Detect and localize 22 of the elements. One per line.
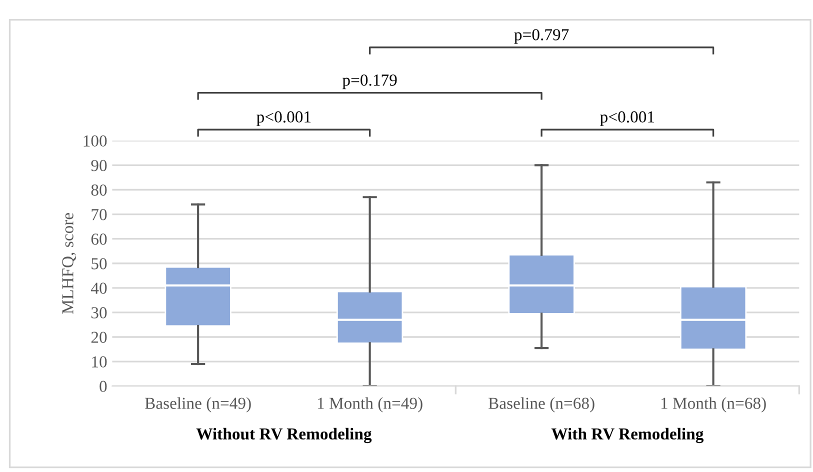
y-tick-label: 100 bbox=[84, 135, 107, 147]
y-tick-label: 0 bbox=[100, 380, 107, 392]
text: Without RV Remodeling bbox=[196, 428, 372, 444]
y-tick-label: 50 bbox=[92, 258, 107, 270]
text: With RV Remodeling bbox=[551, 428, 704, 444]
x-tick-label: 1 Month (n=68) bbox=[661, 397, 766, 412]
x-tick-label: Baseline (n=68) bbox=[488, 397, 594, 412]
y-tick-label: 60 bbox=[91, 234, 107, 245]
y-tick-label: 30 bbox=[91, 307, 107, 318]
text: p<0.001 bbox=[600, 111, 654, 126]
y-axis-title: MLHFQ, score bbox=[62, 213, 76, 314]
text: p=0.797 bbox=[514, 29, 569, 44]
text: p<0.001 bbox=[256, 111, 311, 126]
y-tick-label: 90 bbox=[91, 160, 107, 172]
x-tick-label: 1 Month (n=49) bbox=[318, 397, 422, 412]
y-tick-label: 10 bbox=[92, 356, 107, 368]
y-tick-label: 20 bbox=[91, 332, 107, 343]
y-tick-label: 70 bbox=[92, 208, 107, 220]
y-tick-label: 40 bbox=[90, 282, 107, 294]
text: p=0.179 bbox=[342, 74, 397, 90]
y-tick-label: 80 bbox=[91, 184, 107, 196]
x-tick-label: Baseline (n=49) bbox=[145, 397, 251, 412]
